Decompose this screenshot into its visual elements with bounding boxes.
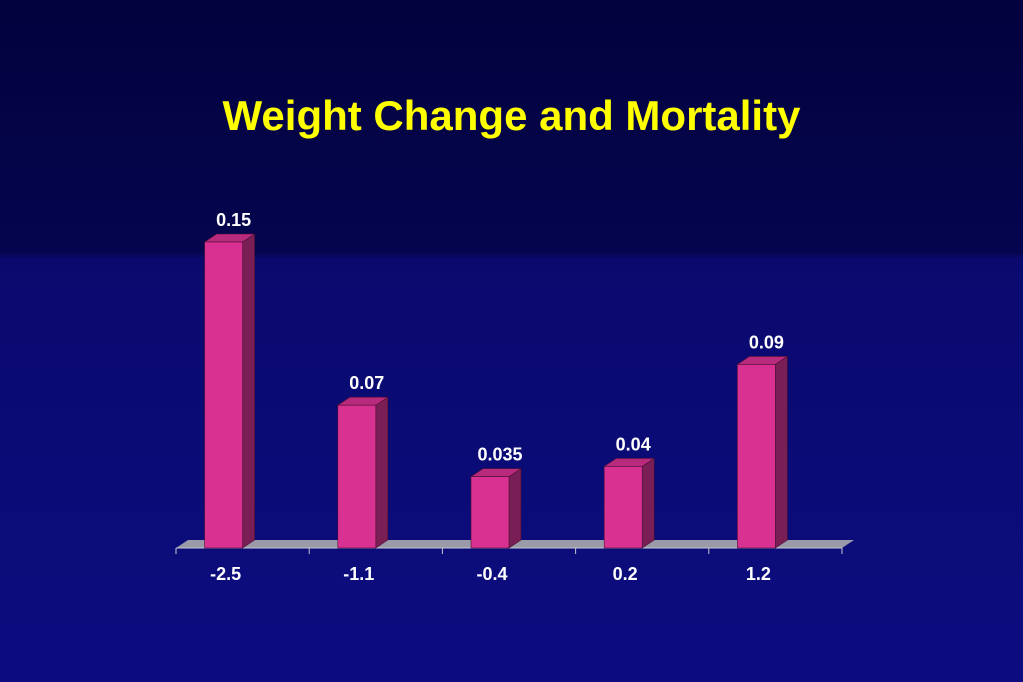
bar-front [204,241,243,549]
bar-side [641,457,655,549]
bar-front [470,476,510,549]
x-tick-label: -0.4 [476,564,507,584]
x-tick-label: 1.2 [746,564,771,584]
bar-side [775,355,788,549]
bar [736,355,789,549]
value-labels-group: 0.15 0.07 0.035 0.04 0.09 [216,210,784,465]
bar [336,396,389,549]
bars-group [203,233,789,549]
bar-front [737,364,776,549]
chart-title: Weight Change and Mortality [222,92,801,139]
bar [603,457,656,549]
x-tick-label: 0.2 [613,564,638,584]
value-label: 0.07 [349,373,384,393]
value-label: 0.15 [216,210,251,230]
x-axis-ticks: -2.5 -1.1 -0.4 0.2 1.2 [175,548,843,584]
x-tick-label: -1.1 [343,564,374,584]
bar-front [603,466,643,549]
value-label: 0.04 [616,434,651,454]
value-label: 0.09 [749,332,784,352]
bar-side [375,396,389,549]
bar-side [242,233,255,549]
x-tick-label: -2.5 [210,564,241,584]
bar [470,468,522,549]
bar-front [337,404,377,549]
value-label: 0.035 [477,445,522,465]
bar-side [508,468,522,549]
bar [203,233,256,549]
